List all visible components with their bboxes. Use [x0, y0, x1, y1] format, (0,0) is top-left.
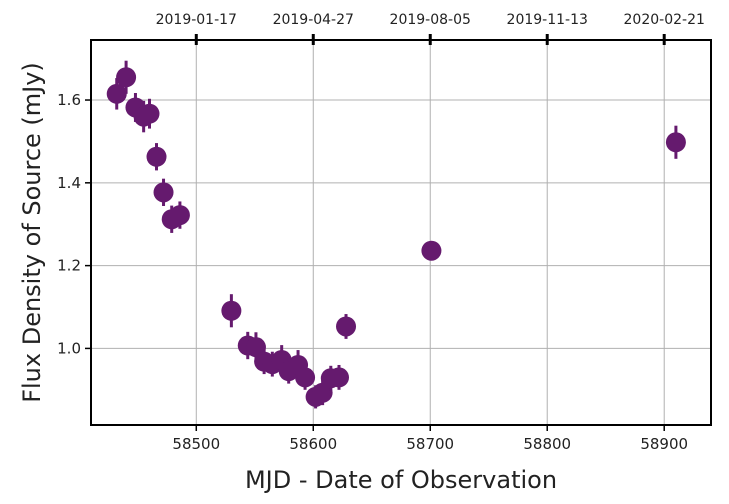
data-point: [146, 143, 167, 171]
data-point: [336, 314, 357, 339]
data-point: [312, 380, 333, 406]
x-tick-label: 58700: [406, 435, 454, 453]
marker: [153, 182, 174, 203]
plot-frame: [90, 39, 712, 426]
marker: [139, 103, 160, 124]
top-tick-label: 2019-11-13: [507, 12, 588, 28]
data-point: [665, 125, 686, 159]
y-tick-label: 1.6: [57, 91, 81, 109]
data-point: [295, 364, 316, 390]
y-axis-label: Flux Density of Source (mJy): [18, 62, 46, 403]
top-tick-label: 2019-01-17: [156, 12, 237, 28]
grid: [91, 40, 711, 425]
marker: [312, 382, 333, 403]
marker: [106, 83, 127, 104]
x-tick-label: 58900: [640, 435, 688, 453]
x-tick-label: 58600: [289, 435, 337, 453]
x-axis-label: MJD - Date of Observation: [245, 466, 557, 494]
x-tick-label: 58500: [172, 435, 220, 453]
top-tick-label: 2019-04-27: [273, 12, 354, 28]
data-point: [221, 294, 242, 328]
marker: [116, 67, 137, 88]
y-tick-label: 1.4: [57, 174, 81, 192]
marker: [336, 316, 357, 337]
data-point: [116, 60, 137, 94]
data-point: [329, 364, 349, 390]
data-point: [153, 178, 174, 207]
data-point: [169, 201, 190, 229]
data-point: [139, 98, 160, 129]
marker: [169, 205, 190, 226]
x-tick-label: 58800: [523, 435, 571, 453]
top-tick-label: 2019-08-05: [390, 12, 471, 28]
marker: [245, 337, 266, 358]
marker: [421, 240, 442, 261]
y-tick-label: 1.0: [57, 339, 81, 357]
marker: [665, 132, 686, 153]
marker: [146, 146, 167, 167]
data-point: [106, 78, 127, 110]
top-tick-label: 2020-02-21: [624, 12, 705, 28]
y-tick-label: 1.2: [57, 257, 81, 275]
marker: [221, 300, 242, 321]
marker: [329, 367, 349, 388]
data-points: [106, 60, 686, 409]
axis-ticks: 58500 58600 58700 58800 58900 1.0 1.2 1.4 1.6 201…: [57, 12, 705, 453]
marker: [295, 367, 316, 388]
data-point: [421, 240, 442, 261]
